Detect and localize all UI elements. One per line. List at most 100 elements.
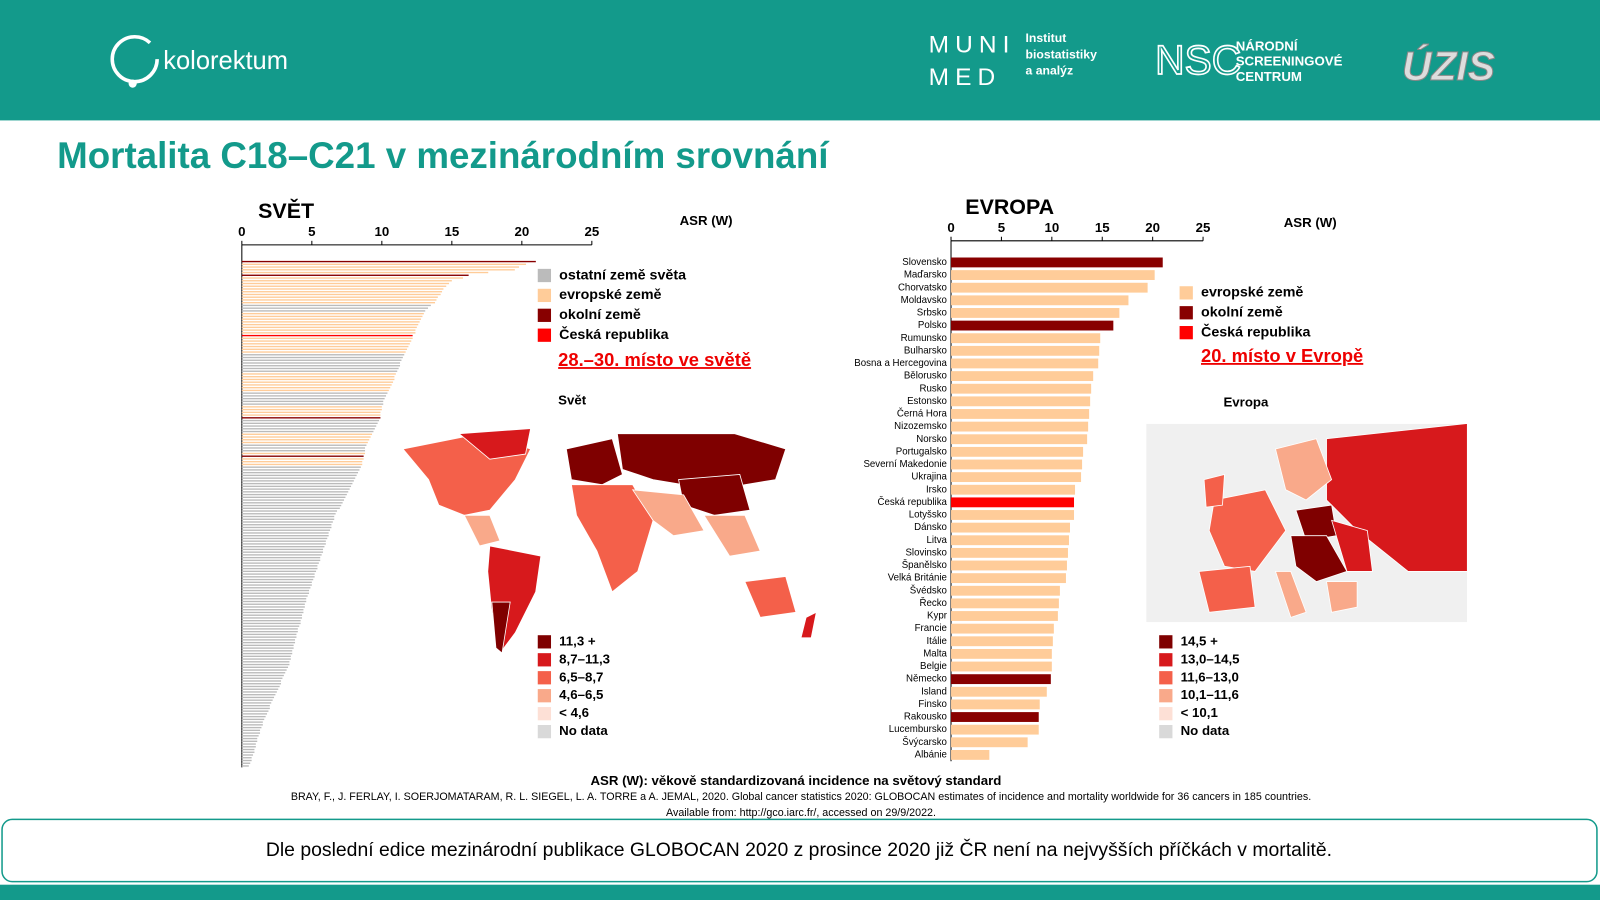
footer-bar xyxy=(0,884,1600,900)
bar xyxy=(951,535,1069,546)
bar xyxy=(241,729,261,732)
legend-swatch xyxy=(537,328,552,342)
bar xyxy=(241,606,305,608)
bar xyxy=(241,321,420,323)
x-tick-label: 0 xyxy=(947,220,954,235)
bar xyxy=(241,466,361,468)
y-tick-label: Polsko xyxy=(918,320,947,331)
institute-line: a analýz xyxy=(1026,64,1074,78)
y-tick-label: Bělorusko xyxy=(904,371,947,382)
bar xyxy=(951,257,1163,268)
bar xyxy=(241,688,279,690)
y-tick-label: Dánsko xyxy=(914,522,947,533)
bar xyxy=(241,702,272,704)
bar xyxy=(241,683,282,685)
y-tick-label: Maďarsko xyxy=(904,270,947,281)
institute-line: Institut xyxy=(1026,31,1067,45)
map-legend-label: No data xyxy=(559,723,608,738)
bar xyxy=(241,548,324,551)
legend-label: ostatní země světa xyxy=(559,267,687,283)
bar xyxy=(241,669,287,671)
y-tick-label: Ukrajina xyxy=(911,472,947,483)
map-legend-swatch xyxy=(1159,689,1173,703)
bar xyxy=(241,471,359,474)
source: BRAY, F., J. FERLAY, I. SOERJOMATARAM, R… xyxy=(291,791,1311,803)
bar xyxy=(241,598,307,600)
bar xyxy=(241,378,395,381)
bar xyxy=(241,611,304,614)
map-legend-swatch xyxy=(1159,653,1173,667)
bar xyxy=(241,340,412,342)
map-legend-swatch xyxy=(1159,635,1173,649)
bar xyxy=(241,581,312,583)
bar xyxy=(241,373,396,375)
note: Dle poslední edice mezinárodní publikace… xyxy=(266,838,1332,861)
uzis-logo: ÚZIS xyxy=(1402,43,1495,89)
bar xyxy=(241,710,269,712)
y-tick-label: Island xyxy=(921,686,947,697)
bar xyxy=(241,318,422,320)
bar xyxy=(241,332,416,334)
bar xyxy=(241,694,276,696)
x-tick-label: 5 xyxy=(308,224,315,239)
map-legend-swatch xyxy=(537,671,552,685)
bar xyxy=(241,444,367,446)
bar xyxy=(241,559,321,562)
x-tick-label: 0 xyxy=(238,224,245,239)
bar xyxy=(241,356,403,359)
chart-title: EVROPA xyxy=(965,195,1054,219)
y-tick-label: Rusko xyxy=(919,383,946,394)
bar xyxy=(241,406,382,408)
legend-swatch xyxy=(537,268,552,283)
bar xyxy=(951,611,1058,621)
map-legend-label: No data xyxy=(1181,723,1230,738)
institute-line: biostatistiky xyxy=(1026,47,1098,61)
bar xyxy=(241,367,399,370)
y-tick-label: Finsko xyxy=(918,699,947,710)
bar xyxy=(241,277,464,279)
bar xyxy=(241,628,298,630)
bar xyxy=(241,551,324,553)
bar xyxy=(951,472,1082,483)
y-tick-label: Belgie xyxy=(920,661,947,672)
bar xyxy=(241,447,366,449)
bar xyxy=(241,518,335,520)
bar xyxy=(951,459,1083,470)
bar xyxy=(241,469,360,471)
bar xyxy=(241,280,452,282)
bar xyxy=(241,674,284,677)
bar xyxy=(241,417,381,419)
bar xyxy=(241,414,381,416)
bar xyxy=(241,482,353,485)
bar xyxy=(951,661,1052,672)
bar xyxy=(241,617,303,619)
bar xyxy=(241,707,270,710)
bar xyxy=(241,504,342,507)
bar xyxy=(951,295,1129,306)
bar xyxy=(241,496,346,499)
legend-label: evropské země xyxy=(1201,285,1303,301)
legend-swatch xyxy=(1179,286,1193,300)
bar xyxy=(241,334,413,337)
bar xyxy=(951,585,1060,596)
y-tick-label: Lucembursko xyxy=(889,724,947,735)
legend-label: evropské země xyxy=(559,287,661,303)
bar xyxy=(241,545,325,548)
bar xyxy=(241,485,352,488)
y-tick-label: Slovinsko xyxy=(905,547,946,558)
bar xyxy=(241,408,382,411)
bar xyxy=(241,680,282,682)
map-legend-swatch xyxy=(537,653,552,667)
y-tick-label: Rakousko xyxy=(904,712,947,723)
bar xyxy=(241,395,387,397)
bar xyxy=(951,510,1075,520)
bar xyxy=(951,737,1028,748)
bar xyxy=(241,304,431,307)
map-legend-label: 14,5 + xyxy=(1181,633,1218,648)
bar xyxy=(951,383,1092,394)
bar xyxy=(241,323,419,326)
y-tick-label: Německo xyxy=(906,674,947,685)
bar xyxy=(241,696,275,699)
